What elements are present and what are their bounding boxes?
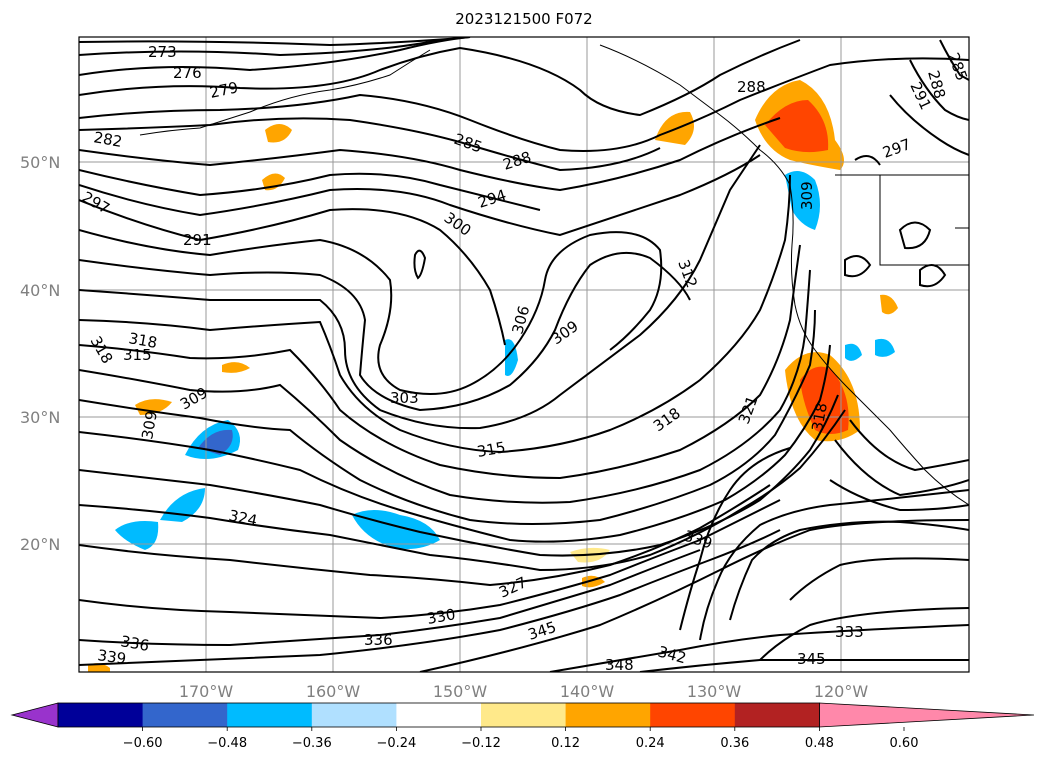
contour-label: 309 xyxy=(138,409,161,440)
colorbar-tick-label: 0.48 xyxy=(805,736,834,751)
colorbar-tick-label: −0.36 xyxy=(292,736,332,751)
colorbar-swatch xyxy=(481,703,567,727)
colorbar: −0.60 −0.48 −0.36 −0.24 −0.12 0.12 0.24 0.36 0.4… xyxy=(10,702,1035,751)
colorbar-tick-label: −0.12 xyxy=(461,736,501,751)
contour-label: 333 xyxy=(835,623,864,641)
contour-label: 336 xyxy=(364,631,393,649)
contour-label: 303 xyxy=(390,389,419,407)
colorbar-outline xyxy=(57,702,820,728)
contour-label: 318 xyxy=(808,401,831,432)
contour-label: 345 xyxy=(797,650,826,668)
lon-label: 140°W xyxy=(560,682,615,701)
colorbar-swatch xyxy=(650,703,736,727)
colorbar-swatch xyxy=(734,703,820,727)
contour-label: 309 xyxy=(798,181,816,210)
colorbar-swatch xyxy=(58,703,144,727)
colorbar-swatch xyxy=(142,703,228,727)
colorbar-swatch xyxy=(227,703,313,727)
map-title: 2023121500 F072 xyxy=(455,10,593,28)
lon-label: 150°W xyxy=(433,682,488,701)
contour-lines xyxy=(79,37,969,672)
plot-frame xyxy=(78,36,970,673)
contour-label: 348 xyxy=(605,656,634,674)
colorbar-extend-max xyxy=(819,702,1035,728)
lon-label: 130°W xyxy=(687,682,742,701)
contour-label: 291 xyxy=(183,231,212,249)
lat-label: 20°N xyxy=(20,535,60,554)
colorbar-tick-label: 0.12 xyxy=(551,736,580,751)
contour-label: 324 xyxy=(227,506,259,530)
contour-label: 273 xyxy=(148,43,177,61)
colorbar-tick-label: −0.60 xyxy=(123,736,163,751)
contour-label: 318 xyxy=(127,329,158,352)
colorbar-extend-min xyxy=(10,702,59,728)
lon-label: 160°W xyxy=(306,682,361,701)
lat-label: 30°N xyxy=(20,408,60,427)
contour-label: 288 xyxy=(737,78,766,96)
colorbar-tick-label: −0.24 xyxy=(376,736,416,751)
contour-label: 315 xyxy=(476,438,507,461)
plot-area xyxy=(79,37,969,672)
contour-label: 339 xyxy=(96,646,127,668)
longitude-labels: 170°W 160°W 150°W 140°W 130°W 120°W xyxy=(179,682,869,701)
colorbar-tick-label: 0.24 xyxy=(636,736,665,751)
colorbar-swatch xyxy=(396,703,482,727)
contour-label: 336 xyxy=(119,632,150,655)
colorbar-tick-label: 0.60 xyxy=(890,736,919,751)
lat-label: 50°N xyxy=(20,153,60,172)
contour-label: 315 xyxy=(123,346,152,364)
colorbar-swatch xyxy=(565,703,651,727)
lon-label: 120°W xyxy=(814,682,869,701)
contour-label: 276 xyxy=(173,64,202,82)
coastlines xyxy=(139,44,969,506)
latitude-labels: 50°N 40°N 30°N 20°N xyxy=(20,153,60,554)
contour-label: 279 xyxy=(208,78,240,102)
lat-label: 40°N xyxy=(20,281,60,300)
lon-label: 170°W xyxy=(179,682,234,701)
contour-label: 282 xyxy=(92,128,123,151)
colorbar-swatch xyxy=(311,703,397,727)
colorbar-tick-label: 0.36 xyxy=(720,736,749,751)
contour-label: 330 xyxy=(426,605,457,628)
colorbar-tick-label: −0.48 xyxy=(207,736,247,751)
